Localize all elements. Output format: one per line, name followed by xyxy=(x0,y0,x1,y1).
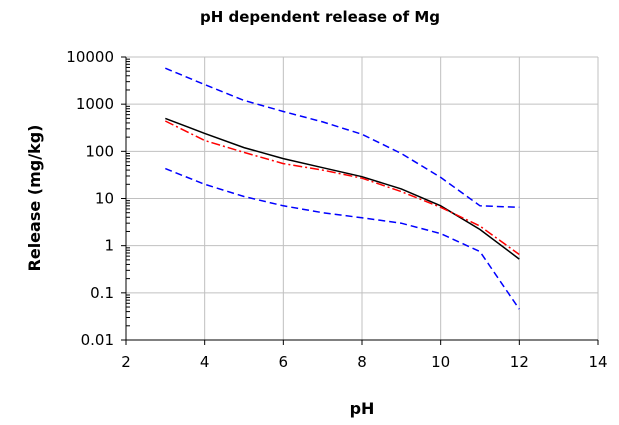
y-tick-label: 1 xyxy=(104,237,114,255)
axes xyxy=(121,56,599,345)
y-tick-label: 1000 xyxy=(76,95,114,113)
x-tick-label: 4 xyxy=(200,353,210,371)
x-tick-label: 10 xyxy=(431,353,450,371)
y-tick-label: 0.1 xyxy=(90,284,114,302)
series-line-lower xyxy=(165,167,520,310)
y-tick-label: 100 xyxy=(85,142,114,160)
series-line-median xyxy=(165,117,520,260)
series-line-upper xyxy=(165,67,520,209)
x-tick-label: 14 xyxy=(588,353,607,371)
tick-labels: 2 4 6 8 10 12 14 0.01 0.1 1 10 100 1000 10000 xyxy=(66,48,607,371)
x-tick-label: 6 xyxy=(279,353,289,371)
y-tick-label: 0.01 xyxy=(81,331,114,349)
y-tick-label: 10 xyxy=(95,190,114,208)
x-tick-label: 12 xyxy=(510,353,529,371)
grid-lines xyxy=(126,56,599,340)
x-tick-label: 8 xyxy=(357,353,367,371)
x-tick-label: 2 xyxy=(121,353,131,371)
y-tick-label: 10000 xyxy=(66,48,114,66)
series-line-model xyxy=(164,120,520,256)
series-layer xyxy=(164,67,520,310)
y-axis-label: Release (mg/kg) xyxy=(25,125,44,272)
chart-title: pH dependent release of Mg xyxy=(200,8,440,26)
x-axis-label: pH xyxy=(350,399,375,418)
